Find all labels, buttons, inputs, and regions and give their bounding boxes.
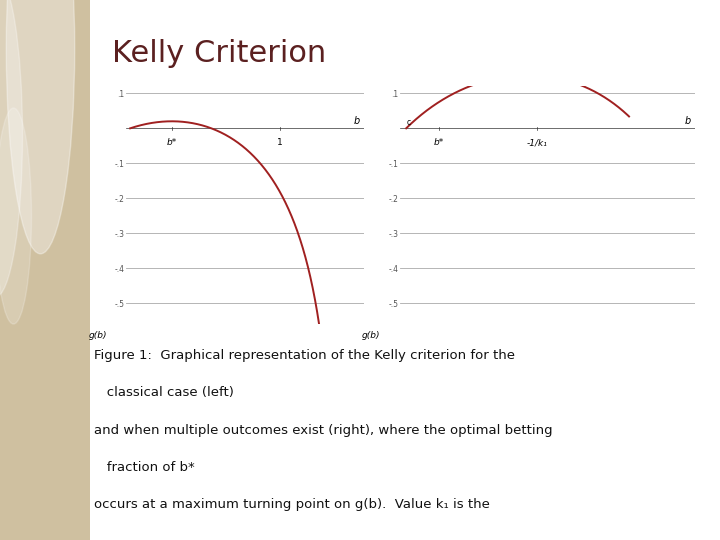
Text: g(b): g(b) — [89, 332, 107, 340]
Circle shape — [6, 0, 75, 254]
Text: -1/k₁: -1/k₁ — [527, 138, 548, 147]
Text: b: b — [354, 116, 360, 125]
Text: b*: b* — [434, 138, 444, 147]
Text: 1: 1 — [277, 138, 283, 147]
Text: b*: b* — [167, 138, 177, 147]
Text: b: b — [684, 116, 690, 125]
Text: g(b): g(b) — [362, 332, 380, 340]
Circle shape — [0, 0, 22, 297]
Text: fraction of b*: fraction of b* — [94, 461, 194, 474]
Text: and when multiple outcomes exist (right), where the optimal betting: and when multiple outcomes exist (right)… — [94, 423, 552, 436]
Circle shape — [0, 108, 32, 324]
Text: Figure 1:  Graphical representation of the Kelly criterion for the: Figure 1: Graphical representation of th… — [94, 349, 515, 362]
Text: c: c — [406, 118, 410, 127]
Text: Kelly Criterion: Kelly Criterion — [112, 39, 327, 68]
Text: classical case (left): classical case (left) — [94, 386, 233, 399]
Text: occurs at a maximum turning point on g(b).  Value k₁ is the: occurs at a maximum turning point on g(b… — [94, 498, 490, 511]
